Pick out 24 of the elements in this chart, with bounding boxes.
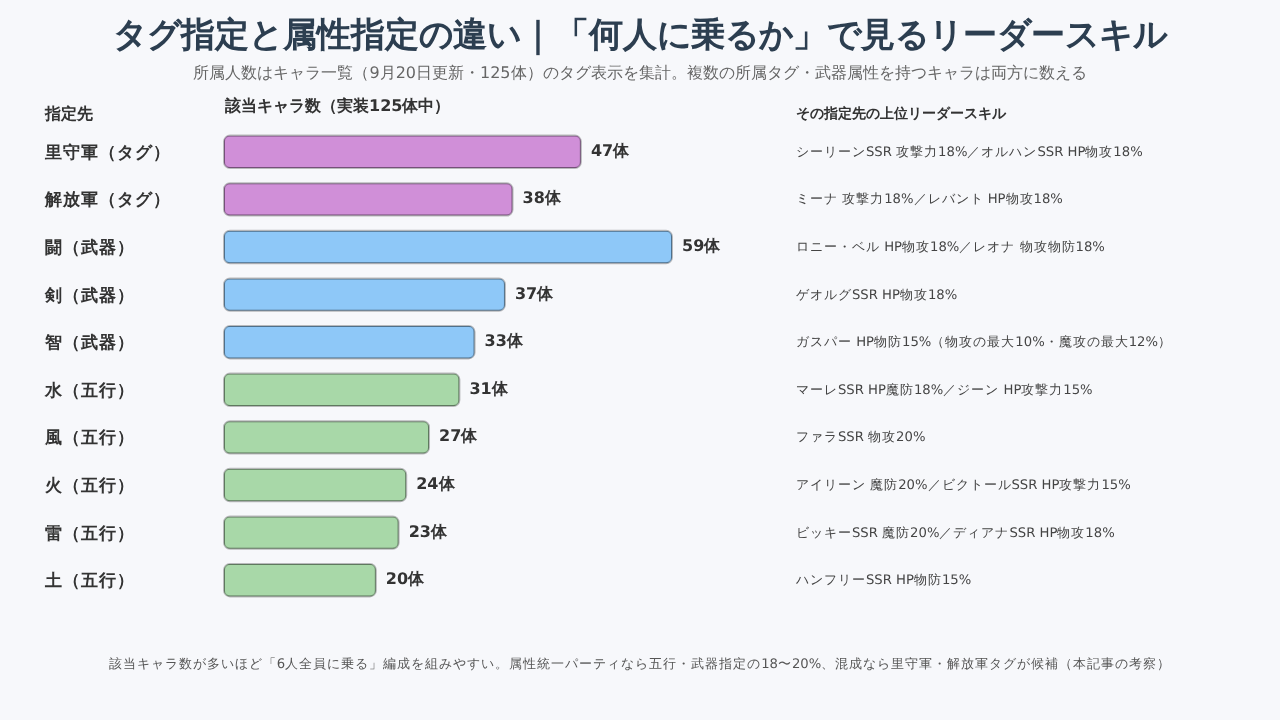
y-tick-label: 火（五行） [45, 475, 135, 497]
data-label: 38体 [522, 189, 563, 208]
data-label: 33体 [484, 332, 525, 351]
data-label: 23体 [408, 522, 449, 541]
data-label: 37体 [514, 284, 556, 303]
y-tick-label: 水（五行） [43, 379, 135, 402]
y-tick-label: 解放軍（タグ） [43, 189, 171, 212]
x-axis-title: 該当キャラ数（実装125体中） [223, 95, 451, 115]
y-tick-label: 雷（五行） [45, 522, 135, 545]
data-label: 20体 [385, 570, 427, 589]
data-label: 31体 [469, 379, 510, 398]
chart-title: タグ指定と属性指定の違い｜「何人に乗るか」で見るリーダースキル [113, 16, 1169, 56]
y-tick-label: 風（五行） [43, 427, 135, 450]
chart-subtitle: 所属人数はキャラ一覧（9月20日更新・125体）のタグ表示を集計。複数の所属タグ・武器属性を持つキャラは両方に数える [193, 64, 1087, 82]
y-tick-label: 土（五行） [43, 570, 135, 593]
data-label: 27体 [439, 427, 480, 446]
data-label: 59体 [682, 237, 723, 255]
data-label: 24体 [416, 475, 457, 493]
y-tick-label: 里守軍（タグ） [43, 141, 171, 164]
y-tick-label: 智（武器） [43, 332, 135, 355]
y-tick-label: 剣（武器） [43, 284, 135, 307]
y-tick-label: 闘（武器） [45, 237, 135, 259]
data-label: 47体 [590, 141, 632, 160]
y-axis-title: 指定先 [43, 103, 93, 123]
